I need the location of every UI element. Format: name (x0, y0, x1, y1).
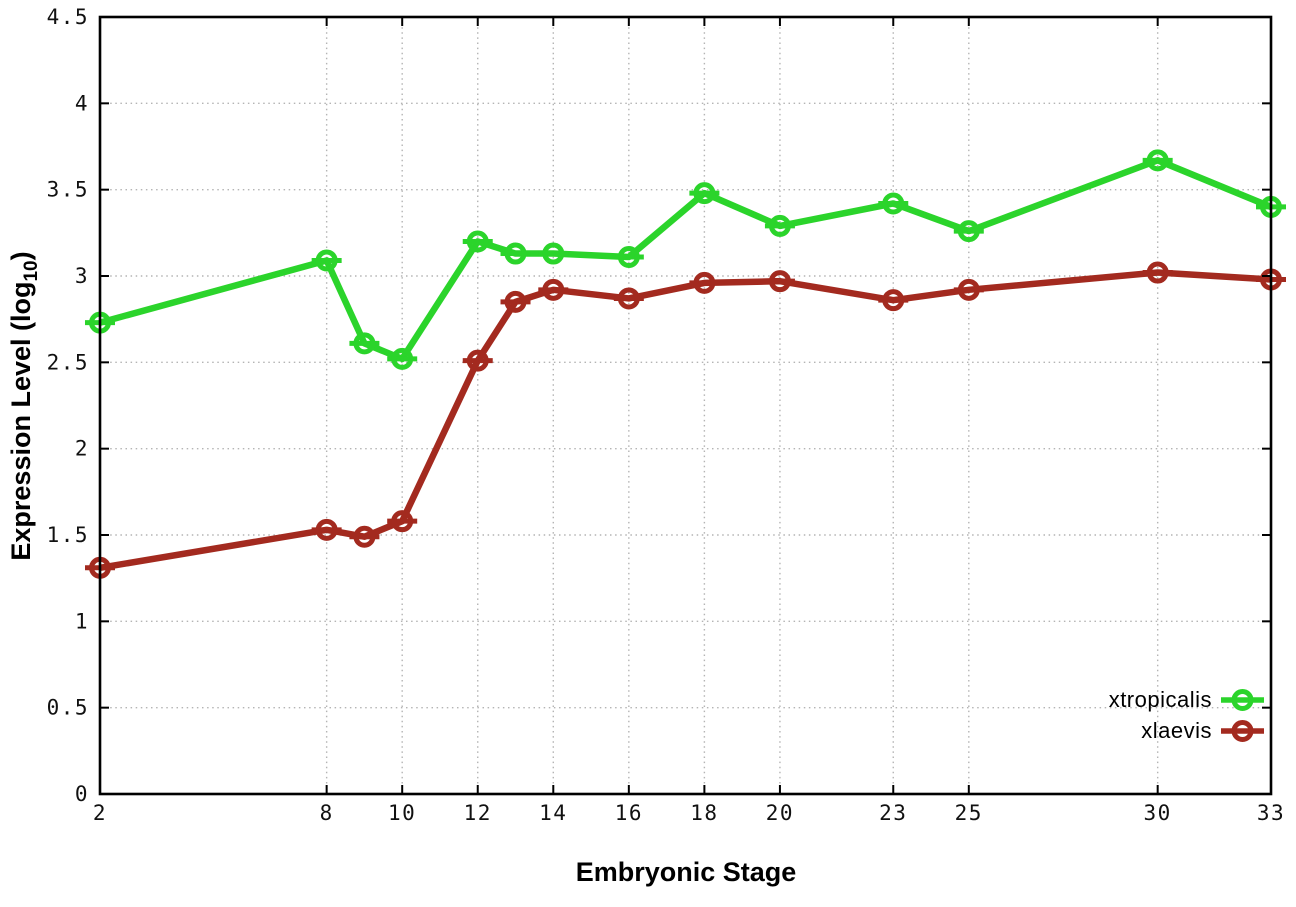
marker-circle (353, 525, 376, 548)
grid-layer (100, 17, 1271, 794)
marker-circle (882, 192, 905, 215)
marker-xtropicalis-16 (613, 246, 644, 269)
marker-circle (504, 290, 527, 313)
x-tick-label: 20 (766, 801, 794, 825)
legend-label: xlaevis (1141, 718, 1212, 743)
legend-entry-xlaevis: xlaevis (1141, 718, 1264, 743)
marker-xtropicalis-23 (878, 192, 909, 215)
marker-circle (542, 278, 565, 301)
x-tick-label: 25 (955, 801, 983, 825)
marker-circle (1146, 261, 1169, 284)
marker-xlaevis-16 (613, 287, 644, 310)
plot-frame-layer (98, 15, 1273, 796)
marker-xtropicalis-13 (500, 242, 531, 265)
marker-xlaevis-8 (311, 518, 342, 541)
x-tick-label: 14 (539, 801, 567, 825)
marker-circle (768, 270, 791, 293)
tick-label-layer: 2 8 10 12 14 16 18 20 23 25 30 33 0 0.5 1 1.5 2 2.5 3 3.5 4 4… (47, 5, 1285, 825)
marker-circle (768, 214, 791, 237)
marker-xtropicalis-25 (953, 220, 984, 243)
x-tick-label: 16 (615, 801, 643, 825)
legend-entry-xtropicalis: xtropicalis (1109, 687, 1264, 712)
marker-circle (693, 182, 716, 205)
marker-xtropicalis-9 (349, 332, 380, 355)
marker-xtropicalis-12 (462, 230, 493, 253)
x-tick-label: 23 (879, 801, 907, 825)
y-tick-label: 4 (75, 91, 89, 115)
y-tick-label: 2.5 (47, 350, 89, 374)
legend-layer: xtropicalis xlaevis (1109, 687, 1264, 743)
marker-xtropicalis-18 (689, 182, 720, 205)
y-tick-label: 1.5 (47, 523, 89, 547)
marker-xlaevis-18 (689, 271, 720, 294)
marker-circle (957, 220, 980, 243)
legend-label: xtropicalis (1109, 687, 1212, 712)
marker-xlaevis-13 (500, 290, 531, 313)
x-tick-label: 10 (388, 801, 416, 825)
y-tick-label: 4.5 (47, 5, 89, 29)
marker-circle (542, 242, 565, 265)
y-tick-label: 0.5 (47, 696, 89, 720)
y-tick-label: 3.5 (47, 178, 89, 202)
marker-circle (315, 249, 338, 272)
marker-xlaevis-14 (538, 278, 569, 301)
marker-circle (466, 230, 489, 253)
marker-xtropicalis-14 (538, 242, 569, 265)
x-tick-label: 33 (1257, 801, 1285, 825)
y-tick-label: 0 (75, 782, 89, 806)
marker-xtropicalis-10 (387, 347, 418, 370)
marker-xtropicalis-20 (764, 214, 795, 237)
x-tick-label: 30 (1144, 801, 1172, 825)
marker-circle (1146, 149, 1169, 172)
marker-circle (391, 347, 414, 370)
marker-circle (617, 246, 640, 269)
marker-circle (391, 510, 414, 533)
marker-xlaevis-12 (462, 349, 493, 372)
marker-circle (315, 518, 338, 541)
marker-circle (504, 242, 527, 265)
marker-circle (882, 289, 905, 312)
marker-xlaevis-25 (953, 278, 984, 301)
marker-xtropicalis-30 (1142, 149, 1173, 172)
marker-circle (353, 332, 376, 355)
marker-circle (693, 271, 716, 294)
y-tick-label: 2 (75, 437, 89, 461)
marker-circle (617, 287, 640, 310)
marker-xlaevis-23 (878, 289, 909, 312)
marker-circle (466, 349, 489, 372)
legend-sample-marker (1231, 689, 1254, 711)
y-axis-title: Expression Level (log10) (6, 251, 42, 560)
marker-xtropicalis-8 (311, 249, 342, 272)
x-tick-label: 8 (320, 801, 334, 825)
marker-xlaevis-10 (387, 510, 418, 533)
y-tick-label: 1 (75, 609, 89, 633)
marker-xlaevis-20 (764, 270, 795, 293)
series-line-xlaevis (99, 269, 1272, 572)
plot-border (98, 15, 1273, 796)
series-layer (85, 149, 1286, 579)
x-axis-title: Embryonic Stage (576, 857, 797, 887)
marker-xlaevis-9 (349, 525, 380, 548)
x-tick-label: 2 (93, 801, 107, 825)
y-tick-label: 3 (75, 264, 89, 288)
marker-xlaevis-30 (1142, 261, 1173, 284)
x-tick-label: 12 (464, 801, 492, 825)
x-tick-label: 18 (690, 801, 718, 825)
marker-circle (957, 278, 980, 301)
legend-sample-marker (1231, 720, 1254, 742)
